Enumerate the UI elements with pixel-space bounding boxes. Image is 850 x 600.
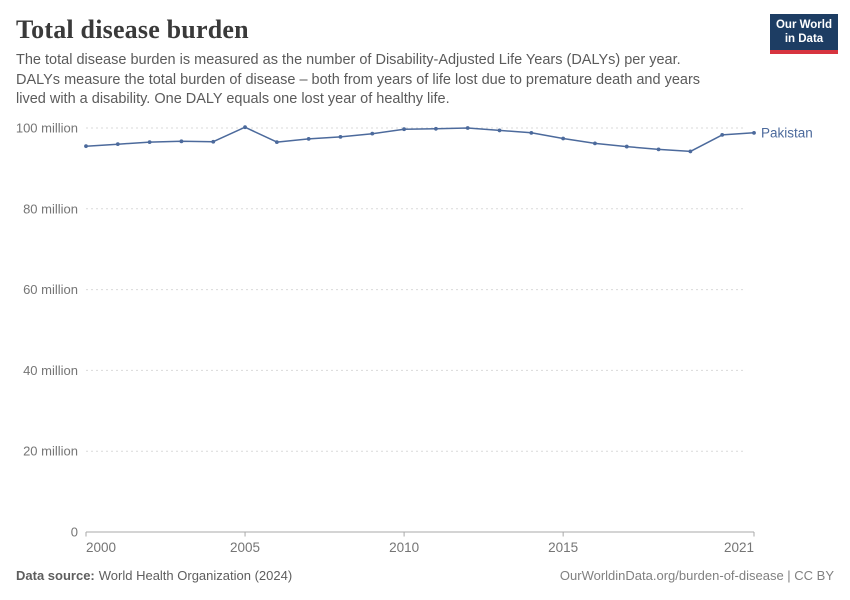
data-point-2021 bbox=[752, 130, 756, 135]
page-title: Total disease burden bbox=[16, 15, 249, 44]
y-axis-label-40: 40 million bbox=[23, 363, 78, 378]
series-line-pakistan bbox=[85, 126, 755, 153]
data-point-2019 bbox=[688, 149, 693, 154]
data-point-2013 bbox=[497, 128, 502, 133]
data-point-2000 bbox=[84, 144, 88, 149]
data-source-value: World Health Organization (2024) bbox=[98, 568, 293, 583]
data-point-2012 bbox=[465, 126, 470, 130]
data-point-2018 bbox=[656, 147, 661, 152]
x-axis-label-2015: 2015 bbox=[548, 540, 578, 555]
chart-subtitle: The total disease burden is measured as … bbox=[16, 52, 701, 107]
y-axis-label-0: 0 bbox=[71, 525, 78, 540]
data-point-2007 bbox=[306, 137, 311, 141]
data-point-2014 bbox=[529, 130, 534, 135]
data-point-2001 bbox=[115, 142, 120, 147]
data-source-label: Data source: bbox=[16, 568, 95, 583]
y-axis-label-80: 80 million bbox=[23, 201, 78, 216]
data-point-2020 bbox=[720, 132, 725, 137]
data-point-2009 bbox=[370, 131, 375, 136]
data-point-2010 bbox=[402, 127, 406, 132]
data-point-2006 bbox=[274, 140, 279, 145]
data-point-2002 bbox=[147, 140, 152, 145]
data-point-2003 bbox=[179, 139, 184, 144]
data-point-2015 bbox=[561, 136, 566, 141]
series-label-pakistan[interactable]: Pakistan bbox=[761, 125, 813, 140]
x-axis-label-2010: 2010 bbox=[389, 540, 419, 555]
data-point-2005 bbox=[243, 125, 247, 130]
x-axis-label-2005: 2005 bbox=[230, 540, 260, 555]
data-point-2016 bbox=[593, 141, 597, 146]
data-point-2011 bbox=[434, 126, 438, 131]
y-axis-label-60: 60 million bbox=[23, 282, 78, 297]
x-axis-label-2000: 2000 bbox=[86, 540, 116, 555]
data-point-2004 bbox=[211, 139, 216, 144]
y-axis-label-20: 20 million bbox=[23, 444, 78, 459]
x-axis-label-2021: 2021 bbox=[724, 540, 754, 555]
data-point-2008 bbox=[338, 134, 343, 139]
owid-logo[interactable]: Our World in Data bbox=[770, 14, 838, 54]
data-source: Data source: World Health Organization (2… bbox=[16, 568, 292, 584]
data-point-2017 bbox=[624, 144, 629, 149]
chart-footer: Data source: World Health Organization (2… bbox=[16, 568, 834, 584]
owid-logo-line1: Our World bbox=[775, 19, 832, 31]
credit-link[interactable]: OurWorldinData.org/burden-of-disease | C… bbox=[559, 568, 834, 583]
owid-logo-line2: in Data bbox=[784, 32, 824, 45]
y-axis-label-100: 100 million bbox=[16, 121, 78, 136]
